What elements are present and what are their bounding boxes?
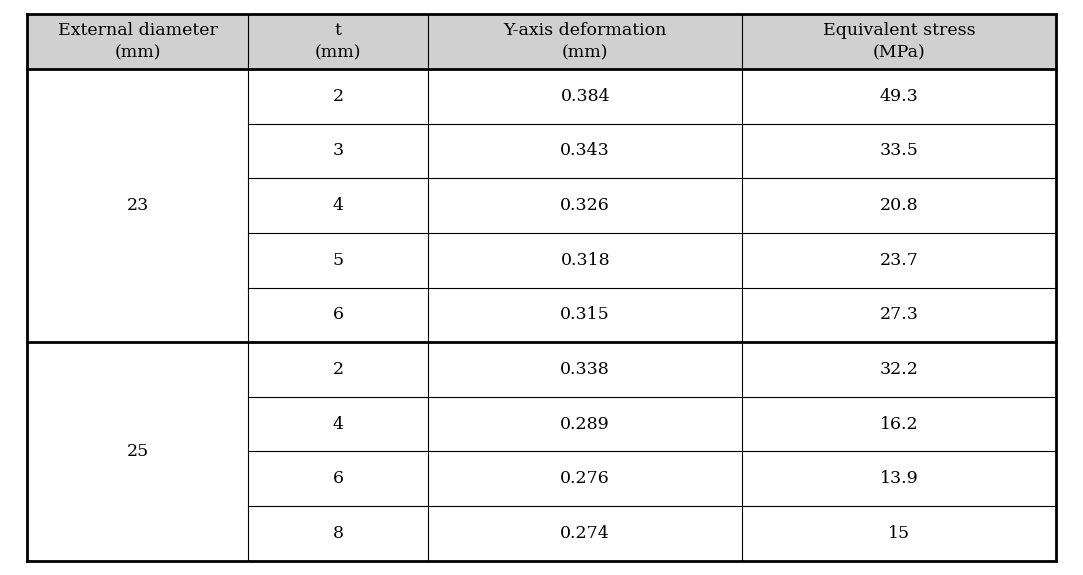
- Text: 13.9: 13.9: [879, 470, 918, 487]
- Bar: [248, 233, 428, 288]
- Bar: [429, 451, 742, 506]
- Text: 8: 8: [332, 525, 343, 542]
- Text: 4: 4: [332, 197, 343, 214]
- Bar: [742, 397, 1056, 451]
- Bar: [742, 14, 1056, 69]
- Text: 0.343: 0.343: [560, 143, 610, 159]
- Bar: [742, 178, 1056, 233]
- Text: 2: 2: [332, 361, 344, 378]
- Text: 32.2: 32.2: [879, 361, 918, 378]
- Text: 16.2: 16.2: [879, 416, 918, 432]
- Bar: [429, 342, 742, 397]
- Bar: [248, 506, 428, 561]
- Text: 23: 23: [127, 197, 148, 214]
- Text: 0.276: 0.276: [560, 470, 610, 487]
- Text: 0.289: 0.289: [560, 416, 610, 432]
- Bar: [429, 69, 742, 124]
- Text: 23.7: 23.7: [879, 252, 918, 269]
- Bar: [429, 14, 742, 69]
- Text: 49.3: 49.3: [879, 88, 918, 105]
- Text: 3: 3: [332, 143, 344, 159]
- Text: 4: 4: [332, 416, 343, 432]
- Text: 0.315: 0.315: [560, 306, 610, 323]
- Text: External diameter
(mm): External diameter (mm): [57, 22, 218, 62]
- Bar: [429, 397, 742, 451]
- Bar: [248, 14, 428, 69]
- Text: 5: 5: [332, 252, 344, 269]
- Text: 0.338: 0.338: [560, 361, 610, 378]
- Bar: [742, 451, 1056, 506]
- Bar: [27, 69, 248, 342]
- Text: t
(mm): t (mm): [315, 22, 362, 62]
- Bar: [248, 178, 428, 233]
- Text: Equivalent stress
(MPa): Equivalent stress (MPa): [823, 22, 976, 62]
- Bar: [742, 233, 1056, 288]
- Text: 6: 6: [332, 306, 343, 323]
- Text: 0.318: 0.318: [560, 252, 610, 269]
- Bar: [429, 506, 742, 561]
- Text: 0.384: 0.384: [560, 88, 610, 105]
- Bar: [248, 69, 428, 124]
- Bar: [742, 342, 1056, 397]
- Bar: [429, 233, 742, 288]
- Bar: [248, 342, 428, 397]
- Bar: [742, 506, 1056, 561]
- Bar: [248, 288, 428, 342]
- Bar: [742, 124, 1056, 178]
- Bar: [429, 288, 742, 342]
- Bar: [27, 14, 248, 69]
- Bar: [27, 342, 248, 561]
- Text: 0.274: 0.274: [560, 525, 610, 542]
- Bar: [742, 288, 1056, 342]
- Bar: [248, 124, 428, 178]
- Bar: [429, 178, 742, 233]
- Bar: [429, 124, 742, 178]
- Text: 2: 2: [332, 88, 344, 105]
- Bar: [742, 69, 1056, 124]
- Text: 25: 25: [127, 443, 148, 460]
- Text: 15: 15: [888, 525, 910, 542]
- Text: 27.3: 27.3: [879, 306, 918, 323]
- Text: 6: 6: [332, 470, 343, 487]
- Text: Y-axis deformation
(mm): Y-axis deformation (mm): [504, 22, 667, 62]
- Text: 20.8: 20.8: [879, 197, 918, 214]
- Text: 33.5: 33.5: [879, 143, 918, 159]
- Bar: [248, 451, 428, 506]
- Bar: [248, 397, 428, 451]
- Text: 0.326: 0.326: [560, 197, 610, 214]
